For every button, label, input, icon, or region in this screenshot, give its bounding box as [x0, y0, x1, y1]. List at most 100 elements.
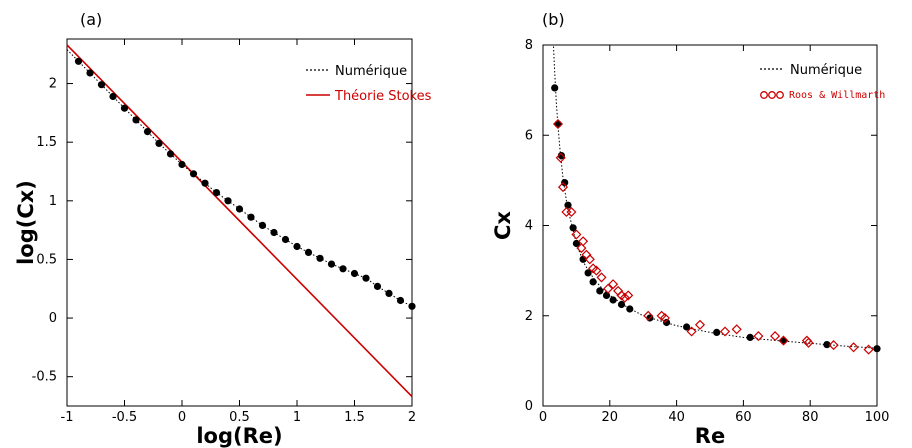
numerique-point	[385, 289, 393, 297]
roos-willmarth-point	[591, 265, 602, 276]
panel-a: -1 -0.5 0 0.5 1 1.5 2 -0.5 0 0.5 1 1.5 2 (a) log(Re) lo…	[14, 10, 432, 448]
numerique-point	[155, 139, 163, 147]
numerique-point	[201, 179, 209, 187]
x-axis-label: log(Re)	[196, 424, 282, 448]
roos-willmarth-point	[686, 326, 697, 337]
legend-roos-willmarth-swatch	[776, 91, 784, 99]
numerique-point	[212, 189, 221, 197]
legend-roos-willmarth-swatch	[768, 91, 776, 99]
numerique-point	[293, 242, 301, 251]
legend-b: Numérique Roos & Willmarth	[760, 63, 885, 101]
x-tick-label: 100	[865, 410, 890, 425]
numerique-point	[408, 302, 416, 310]
numerique-point	[178, 160, 186, 169]
y-axis-label: log(Cx)	[14, 180, 38, 265]
numerique-point	[166, 150, 175, 158]
legend-a: Numérique Théorie Stokes	[306, 64, 432, 104]
y-tick-label: -0.5	[32, 370, 57, 385]
numerique-point	[327, 260, 336, 268]
numerique-point	[713, 328, 721, 336]
x-tick-label: 60	[735, 410, 752, 425]
numerique-point	[316, 254, 324, 262]
x-tick-label: 40	[668, 410, 685, 425]
numerique-point	[561, 179, 569, 187]
numerique-point	[823, 341, 831, 349]
roos-willmarth-point	[863, 344, 874, 355]
roos-willmarth-point	[719, 326, 731, 337]
roos-willmarth-point	[576, 243, 587, 254]
roos-willmarth-point	[596, 272, 607, 283]
numerique-point	[373, 282, 382, 290]
x-tick-label: 2	[408, 410, 416, 425]
roos-willmarth-point	[694, 319, 706, 330]
y-tick-label: 2	[525, 309, 533, 324]
numerique-point	[74, 57, 83, 65]
roos-willmarth-point	[643, 310, 654, 321]
panel-b: 0 20 40 60 80 100 0 2 4 6 8 (b) Re Cx Numérique Roos & …	[491, 10, 889, 448]
stokes-theory-line	[66, 44, 413, 398]
x-axis-label: Re	[695, 424, 725, 448]
numerique-point	[132, 116, 140, 124]
roos-willmarth-point	[608, 279, 619, 290]
numerique-point	[270, 228, 278, 237]
roos-willmarth-point	[753, 331, 764, 342]
numerique-point	[189, 170, 198, 178]
roos-willmarth-point	[731, 324, 742, 335]
roos-willmarth-point	[578, 236, 589, 247]
x-tick-label: 0	[178, 410, 186, 425]
numerique-point	[584, 269, 592, 277]
numerique-point	[109, 92, 117, 101]
panel-label-b: (b)	[542, 10, 565, 29]
numerique-point	[746, 333, 754, 341]
roos-willmarth-point	[828, 340, 839, 351]
numerique-point	[572, 239, 581, 248]
roos-willmarth-point	[566, 206, 577, 218]
roos-willmarth-point	[659, 312, 670, 324]
y-tick-label: 0.5	[36, 252, 57, 267]
roos-willmarth-point	[623, 290, 634, 301]
numerique-point	[551, 84, 559, 92]
numerique-point	[224, 197, 232, 205]
roos-willmarth-point	[848, 342, 859, 353]
roos-willmarth-point	[557, 182, 569, 193]
numerique-point	[97, 81, 106, 89]
numerique-point	[663, 318, 671, 327]
x-tick-label: 1.5	[344, 410, 365, 425]
numerique-point	[569, 224, 577, 232]
numerique-point	[873, 345, 881, 353]
legend-numerique-label: Numérique	[790, 63, 862, 78]
legend-roos-willmarth-label: Roos & Willmarth	[789, 90, 885, 101]
y-tick-label: 1.5	[36, 135, 57, 150]
legend-numerique-label: Numérique	[335, 64, 407, 79]
panel-label-a: (a)	[80, 10, 102, 29]
numerique-point	[143, 128, 152, 136]
numerique-point	[589, 278, 597, 286]
numerique-point	[86, 69, 94, 77]
y-tick-label: 4	[525, 219, 533, 234]
numerique-point	[564, 201, 572, 209]
roos-willmarth-point	[571, 229, 582, 240]
y-tick-label: 1	[49, 194, 57, 209]
numerique-point	[235, 205, 244, 213]
numerique-point	[626, 305, 634, 313]
roos-willmarth-point	[603, 283, 614, 294]
roos-willmarth-point	[803, 337, 814, 348]
y-tick-label: 2	[49, 77, 57, 92]
numerique-point	[281, 235, 290, 244]
y-tick-label: 6	[525, 128, 533, 143]
numerique-point	[120, 104, 129, 112]
y-tick-label: 8	[525, 38, 533, 53]
numerique-point	[304, 248, 313, 256]
numerique-point	[617, 300, 626, 309]
numerique-point	[350, 269, 359, 278]
roos-willmarth-point	[770, 331, 781, 342]
x-tick-label: 1	[293, 410, 301, 425]
numerique-point	[362, 274, 370, 282]
x-tick-label: 0	[539, 410, 547, 425]
roos-willmarth-point	[552, 118, 564, 130]
numerique-point	[258, 221, 267, 229]
numerique-point	[396, 296, 405, 305]
y-tick-label: 0	[525, 399, 533, 414]
roos-willmarth-point	[555, 152, 566, 163]
